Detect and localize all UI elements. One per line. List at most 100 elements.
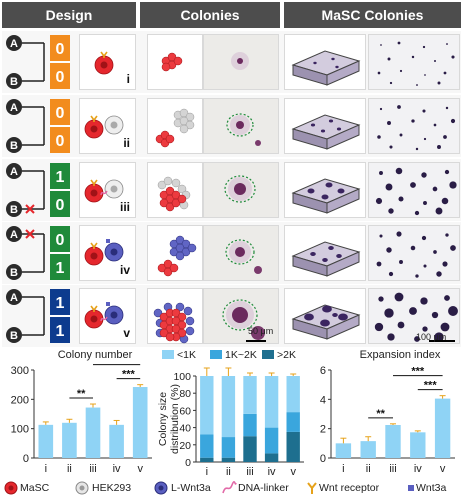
bar-v (132, 387, 148, 458)
stacked-bar-segment (221, 437, 236, 458)
bar-iv (109, 424, 124, 458)
y-tick-label: 20 (179, 440, 191, 452)
legend-wnt-icon (408, 485, 414, 491)
stacked-bar-segment (264, 376, 279, 428)
top-code-label: 0 (56, 232, 65, 249)
logic-diagram: A B 0 0 (6, 35, 70, 89)
bar-ii (62, 422, 77, 458)
top-code-box (50, 35, 70, 61)
stacked-bar-segment (264, 427, 279, 454)
significance-label: ** (376, 408, 385, 420)
input-a-node (6, 163, 22, 179)
bottom-code-label: 0 (56, 133, 65, 150)
y-tick-label: 80 (179, 388, 191, 400)
y-tick-label: 0 (320, 453, 326, 465)
masc-culture-well (284, 288, 366, 344)
stacked-bar-segment (286, 431, 300, 462)
input-b-label: B (10, 267, 18, 279)
colony-micrograph (203, 98, 279, 154)
y-tick-label: 100 (11, 424, 29, 436)
stacked-bar-segment (264, 453, 279, 462)
masc-culture-well (284, 98, 366, 154)
input-b-node (6, 137, 22, 153)
colony-cluster-illustration (147, 288, 203, 344)
significance-label: *** (110, 362, 124, 367)
legend-receptor-label: Wnt receptor (319, 482, 380, 494)
bottom-code-box (50, 63, 70, 89)
input-a-label: A (10, 292, 18, 304)
logic-diagram: A B 0 0 (6, 99, 70, 153)
x-tick-label: i (45, 463, 47, 475)
logic-diagram: A B 0 1 (6, 226, 70, 280)
legend-linker-label: DNA-linker (238, 482, 289, 494)
legend-masc-label: MaSC (20, 482, 50, 494)
masc-micrograph (368, 98, 460, 154)
y-tick-label: 60 (179, 405, 191, 417)
top-code-label: 0 (56, 41, 65, 58)
logic-diagram: A B 1 0 (6, 163, 70, 217)
masc-micrograph (368, 34, 460, 90)
y-tick-label: 40 (179, 423, 191, 435)
row-numeral: iii (120, 200, 130, 214)
legend-lwnt-label: L-Wnt3a (171, 482, 211, 494)
y-tick-label: 0 (185, 457, 191, 469)
y-tick-label: 0 (23, 453, 29, 465)
top-code-label: 1 (56, 169, 65, 186)
legend-label: <1K (177, 349, 196, 361)
cell-schematic: ii (79, 98, 136, 154)
bottom-code-label: 1 (56, 323, 65, 340)
masc-culture-well (284, 34, 366, 90)
input-a-label: A (10, 166, 18, 178)
legend-label: 1K~2K (225, 349, 257, 361)
design-row-iii: A B 1 0 iii (2, 159, 461, 221)
x-tick-label: i (342, 463, 344, 475)
input-b-node (6, 201, 22, 217)
masc-micrograph (368, 225, 460, 281)
colonies-header: Colonies (140, 2, 280, 28)
masc-culture-well (284, 162, 366, 218)
bottom-code-label: 1 (56, 260, 65, 277)
legend-lwnt-icon (154, 481, 168, 495)
x-tick-label: iv (268, 466, 276, 476)
bar-iii (85, 407, 101, 458)
bar-v (434, 398, 451, 458)
legend-wnt-label: Wnt3a (416, 482, 447, 494)
x-tick-label: ii (67, 463, 72, 475)
cell-schematic: v (79, 288, 136, 344)
y-tick-label: 4 (320, 394, 326, 406)
stacked-bar-segment (221, 376, 236, 438)
stacked-bar-segment (200, 376, 214, 435)
significance-label: *** (122, 369, 136, 381)
bar-i (335, 443, 352, 458)
bottom-code-box (50, 317, 70, 343)
input-b-label: B (10, 204, 18, 216)
row-numeral: iv (120, 263, 130, 277)
blocked-x-icon (25, 229, 35, 239)
input-b-label: B (10, 330, 18, 342)
scale-bar-masc-label: 100 μm (416, 332, 447, 342)
legend-hek-label: HEK293 (92, 482, 132, 494)
colony-cluster-illustration (147, 34, 203, 90)
colony-cluster-illustration (147, 225, 203, 281)
legend-linker-icon (222, 481, 237, 494)
x-tick-label: v (137, 463, 143, 475)
design-header: Design (2, 2, 136, 28)
bar-i (38, 424, 54, 458)
x-tick-label: i (206, 466, 208, 476)
colony-cluster-illustration (147, 162, 203, 218)
top-code-label: 1 (56, 295, 65, 312)
design-row-i: A B 0 0 i (2, 31, 461, 93)
row-numeral: i (127, 72, 130, 86)
significance-label: *** (411, 366, 425, 378)
stacked-bar-segment (243, 436, 257, 462)
y-tick-label: 200 (11, 394, 29, 406)
legend-swatch (162, 350, 174, 359)
input-a-label: A (10, 229, 18, 241)
cell-schematic: i (79, 34, 136, 90)
masc-colonies-header: MaSC Colonies (284, 2, 461, 28)
row-numeral: v (123, 326, 130, 340)
bar-ii (360, 441, 376, 458)
input-a-node (6, 35, 22, 51)
